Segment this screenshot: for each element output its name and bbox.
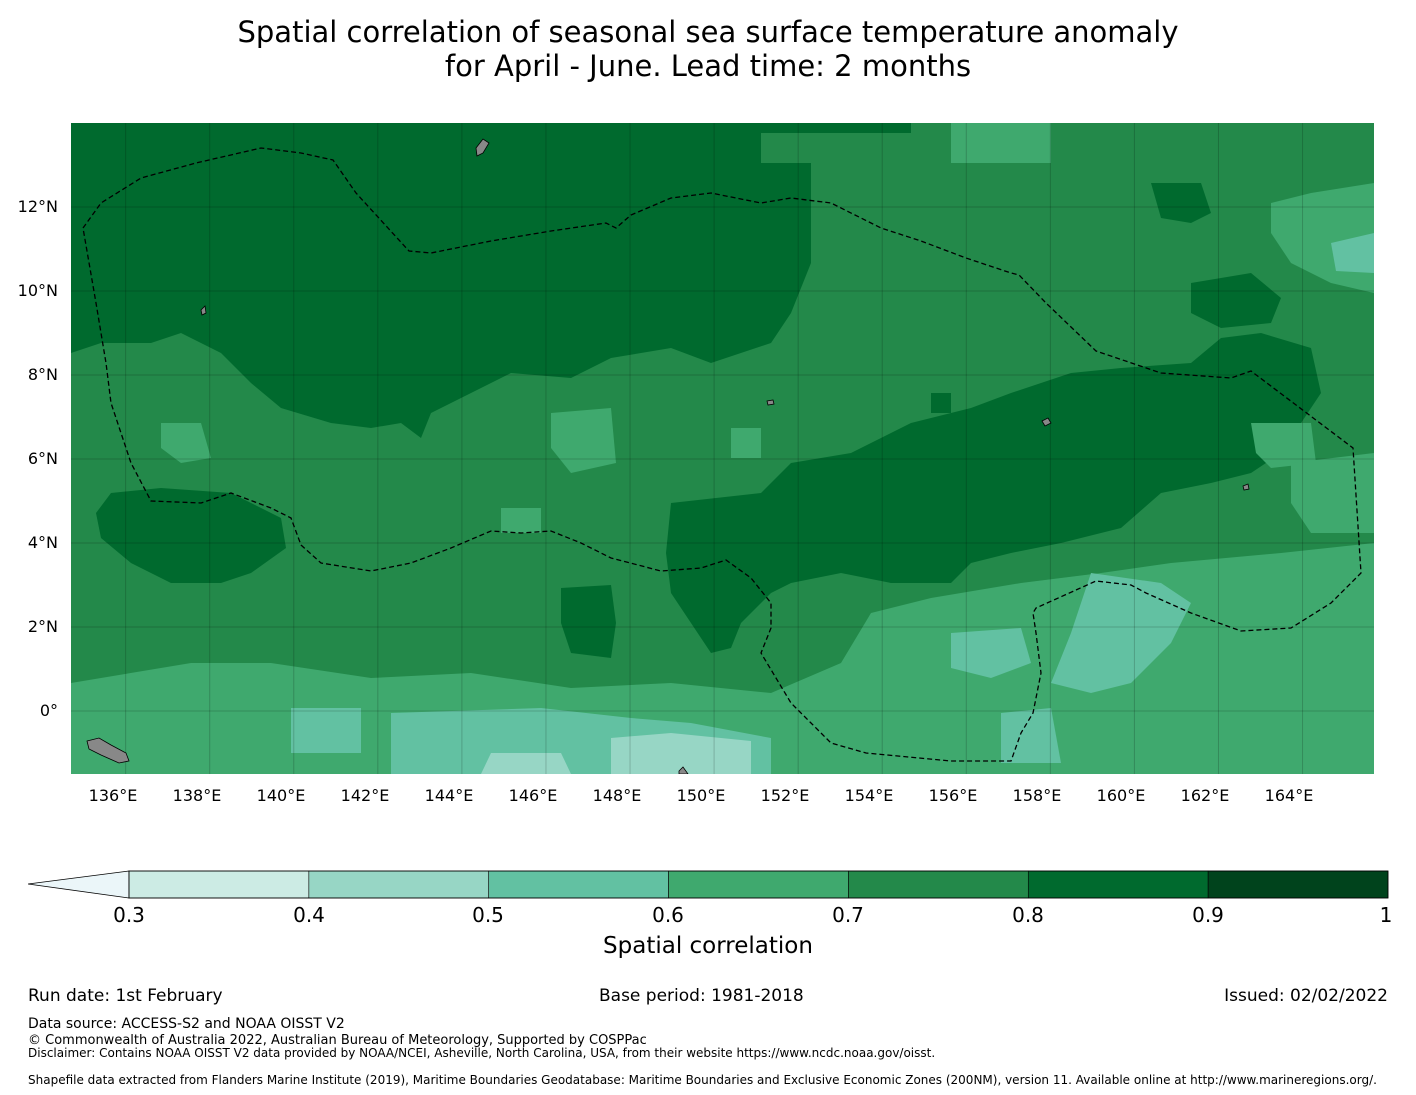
colorbar-tick-0.9: 0.9 [1192,903,1224,927]
lon-label-156e: 156°E [928,786,978,805]
eez-boundary-palau-fsm-west [82,147,1362,762]
map-gridlines [71,123,1374,774]
chart-title-line-2: for April - June. Lead time: 2 months [444,49,972,83]
lon-label-150e: 150°E [676,786,726,805]
colorbar-extend-arrow [27,870,130,899]
colorbar-segment-0.9 [1207,870,1389,899]
lon-label-158e: 158°E [1012,786,1062,805]
chart-title-line-1: Spatial correlation of seasonal sea surf… [237,15,1179,49]
lat-label-4n: 4°N [27,533,58,552]
lon-label-164e: 164°E [1264,786,1314,805]
colorbar-tick-0.7: 0.7 [832,903,864,927]
colorbar-tick-0.3: 0.3 [113,903,145,927]
run-date: Run date: 1st February [28,986,223,1006]
lat-label-10n: 10°N [17,281,58,300]
lat-label-2n: 2°N [27,617,58,636]
disclaimer: Disclaimer: Contains NOAA OISST V2 data … [28,1046,936,1060]
lat-label-12n: 12°N [17,197,58,216]
eez-boundaries [82,147,1362,762]
lat-label-8n: 8°N [27,365,58,384]
lon-label-136e: 136°E [88,786,138,805]
colorbar-tick-0.6: 0.6 [652,903,684,927]
lat-label-0: 0° [39,701,58,720]
lon-label-146e: 146°E [508,786,558,805]
colorbar-label: Spatial correlation [603,933,813,959]
colorbar-segment-0.5 [488,870,669,899]
colorbar-segment-0.7 [848,870,1029,899]
copyright: © Commonwealth of Australia 2022, Austra… [28,1033,647,1048]
colorbar-segment-0.6 [668,870,849,899]
data-source: Data source: ACCESS-S2 and NOAA OISST V2 [28,1016,345,1032]
lon-label-140e: 140°E [256,786,306,805]
lon-label-138e: 138°E [172,786,222,805]
colorbar-tick-1: 1 [1379,903,1393,927]
lon-label-148e: 148°E [592,786,642,805]
lat-label-6n: 6°N [27,449,58,468]
colorbar-tick-0.8: 0.8 [1012,903,1044,927]
lon-label-160e: 160°E [1096,786,1146,805]
colorbar-tick-0.5: 0.5 [472,903,504,927]
lon-label-152e: 152°E [760,786,810,805]
island-new-ireland [678,766,689,774]
colorbar-segment-0.8 [1027,870,1209,899]
lon-label-144e: 144°E [424,786,474,805]
base-period: Base period: 1981-2018 [599,986,804,1006]
colorbar-segments [128,870,1389,899]
land-masses [86,138,1250,774]
lon-label-162e: 162°E [1180,786,1230,805]
correlation-map [71,123,1374,774]
colorbar-tick-0.4: 0.4 [293,903,325,927]
issued-date: Issued: 02/02/2022 [1224,986,1388,1006]
lon-label-154e: 154°E [844,786,894,805]
correlation-zone-0.4 [481,733,751,774]
island-chuuk [766,399,775,406]
shapefile-credit: Shapefile data extracted from Flanders M… [28,1073,1377,1087]
colorbar-segment-0.3 [128,870,310,899]
island-guam [475,138,490,157]
island-pohnpei [1041,417,1052,427]
colorbar [27,870,1390,900]
colorbar-outline [128,870,1389,899]
colorbar-segment-0.4 [308,870,490,899]
correlation-zone-0.8 [71,123,1374,658]
island-new-guinea-west [86,737,130,764]
island-palau [200,305,207,316]
lon-label-142e: 142°E [340,786,390,805]
island-kosrae [1242,483,1250,491]
